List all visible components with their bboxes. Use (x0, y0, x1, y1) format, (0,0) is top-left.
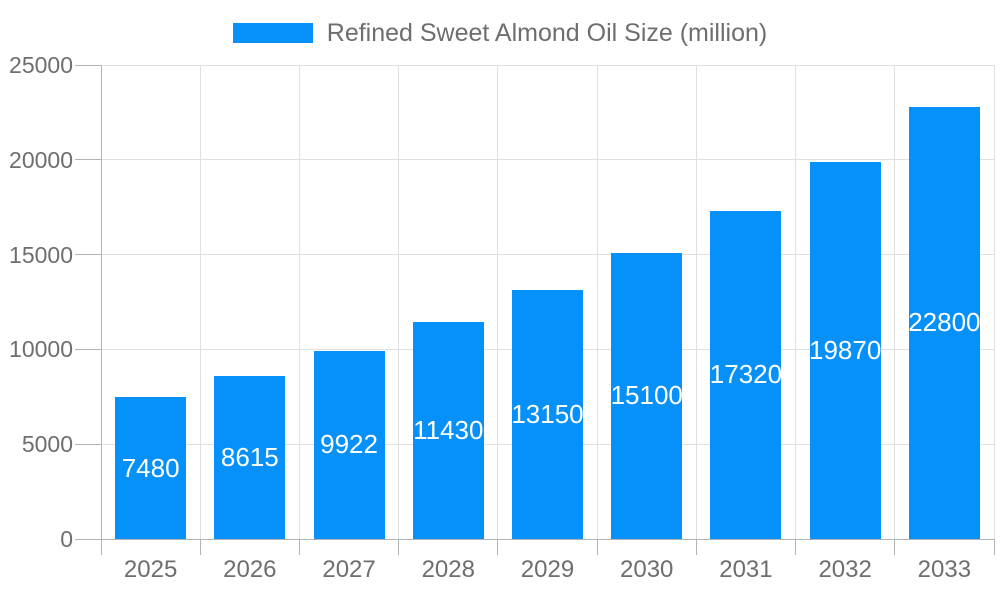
bar (710, 210, 782, 539)
x-tick (398, 539, 400, 555)
x-tick (596, 539, 598, 555)
bar-value-label: 13150 (511, 398, 584, 429)
legend-swatch (232, 23, 313, 43)
bar (908, 106, 980, 539)
x-tick-label: 2031 (719, 556, 773, 583)
y-tick-label: 20000 (9, 146, 73, 173)
x-tick-label: 2026 (223, 556, 277, 583)
y-tick-label: 15000 (9, 241, 73, 268)
x-tick (993, 539, 995, 555)
bar-value-label: 22800 (908, 307, 981, 338)
bar-value-label: 15100 (610, 380, 683, 411)
gridline-v (993, 65, 995, 539)
x-tick (497, 539, 499, 555)
x-tick (894, 539, 896, 555)
legend: Refined Sweet Almond Oil Size (million) (0, 19, 1000, 47)
gridline-v (298, 65, 300, 539)
bar-value-label: 7480 (121, 452, 180, 483)
bar (512, 289, 583, 539)
y-tick-label: 5000 (21, 431, 73, 458)
gridline-v (894, 65, 896, 539)
bar (214, 375, 286, 539)
y-tick (75, 64, 101, 66)
legend-label: Refined Sweet Almond Oil Size (million) (326, 18, 768, 47)
x-tick (100, 539, 102, 555)
bar-value-label: 11430 (413, 415, 484, 446)
y-tick (75, 348, 101, 350)
gridline-h (101, 254, 994, 256)
x-tick (298, 539, 300, 555)
bar (611, 252, 683, 539)
x-tick (199, 539, 201, 555)
x-tick-label: 2027 (322, 556, 376, 583)
bar-value-label: 19870 (809, 335, 882, 366)
gridline-v (795, 65, 797, 539)
gridline-v (497, 65, 499, 539)
x-tick-label: 2028 (421, 556, 475, 583)
x-tick (695, 539, 697, 555)
bar (809, 162, 881, 539)
gridline-h (101, 159, 994, 161)
x-tick-label: 2025 (123, 556, 178, 583)
bar-value-label: 9922 (320, 429, 378, 460)
bar-value-label: 17320 (709, 359, 783, 390)
gridline-v (596, 65, 598, 539)
bar (313, 350, 385, 539)
bar (115, 397, 187, 539)
y-tick (75, 538, 101, 540)
x-tick-label: 2032 (818, 556, 872, 583)
gridline-v (100, 65, 102, 539)
x-tick-label: 2030 (620, 556, 674, 583)
gridline-v (199, 65, 201, 539)
bar-value-label: 8615 (220, 441, 279, 472)
x-tick (795, 539, 797, 555)
y-tick-label: 25000 (9, 52, 73, 78)
y-tick (75, 159, 101, 161)
gridline-v (695, 65, 697, 539)
gridline-h (101, 538, 994, 540)
y-tick-label: 0 (60, 526, 73, 552)
y-tick (75, 254, 101, 256)
gridline-v (398, 65, 400, 539)
x-tick-label: 2033 (917, 556, 972, 583)
x-tick-label: 2029 (520, 556, 575, 583)
bar (412, 322, 484, 539)
y-tick (75, 443, 101, 445)
gridline-h (101, 64, 994, 66)
y-tick-label: 10000 (9, 336, 73, 363)
